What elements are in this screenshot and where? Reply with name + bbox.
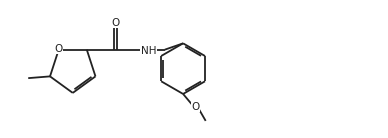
Text: O: O xyxy=(55,44,63,54)
Text: NH: NH xyxy=(141,46,156,56)
Text: O: O xyxy=(111,18,120,28)
Text: O: O xyxy=(192,102,200,112)
